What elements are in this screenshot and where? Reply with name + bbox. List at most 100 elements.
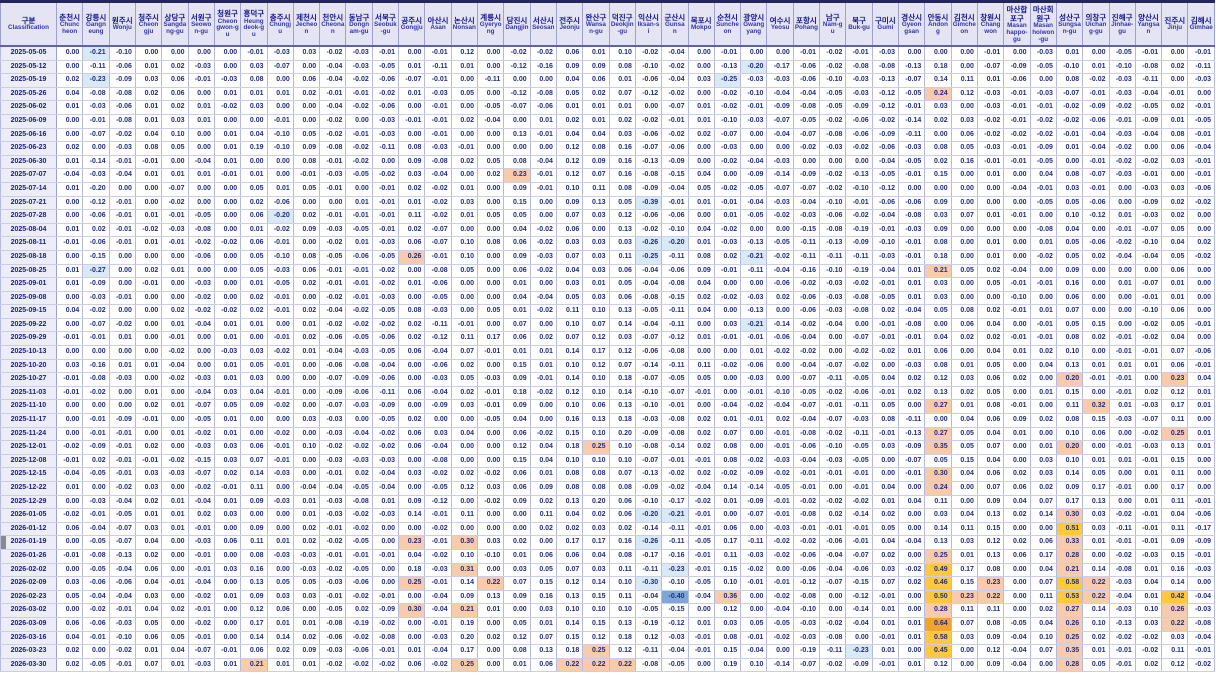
value-cell[interactable]: 0.02 [161, 100, 189, 115]
value-cell[interactable]: 0.04 [950, 508, 978, 523]
value-cell[interactable]: 0.06 [213, 535, 242, 550]
value-cell[interactable]: 0.10 [450, 249, 479, 265]
value-cell[interactable]: 0.16 [1055, 277, 1084, 292]
value-cell[interactable]: -0.04 [766, 263, 794, 279]
value-cell[interactable]: 0.03 [1161, 630, 1189, 646]
value-cell[interactable]: -0.04 [792, 413, 821, 428]
value-cell[interactable]: -0.04 [740, 644, 768, 659]
value-cell[interactable]: 0.05 [292, 181, 321, 197]
value-cell[interactable]: -0.03 [1029, 45, 1057, 61]
value-cell[interactable]: -0.06 [819, 535, 847, 550]
value-cell[interactable]: 0.00 [266, 562, 294, 578]
value-cell[interactable]: -0.01 [897, 168, 926, 183]
value-cell[interactable]: 0.16 [608, 154, 636, 170]
value-cell[interactable]: 0.00 [55, 209, 84, 224]
value-cell[interactable]: -0.01 [871, 426, 900, 442]
value-cell[interactable]: -0.04 [424, 589, 452, 605]
value-cell[interactable]: 0.02 [950, 385, 978, 401]
value-cell[interactable]: 0.15 [503, 358, 531, 374]
value-cell[interactable]: -0.01 [792, 521, 821, 537]
value-cell[interactable]: 0.15 [950, 453, 978, 469]
value-cell[interactable]: 0.02 [1161, 59, 1189, 75]
value-cell[interactable]: 0.13 [555, 589, 584, 605]
value-cell[interactable]: -0.08 [634, 290, 663, 306]
value-cell[interactable]: 0.04 [503, 222, 531, 238]
value-cell[interactable]: 0.46 [924, 576, 952, 591]
value-cell[interactable]: -0.08 [82, 372, 110, 387]
value-cell[interactable]: -0.01 [134, 453, 163, 469]
value-cell[interactable]: -0.04 [1187, 589, 1215, 605]
value-cell[interactable]: 0.05 [976, 358, 1005, 374]
value-cell[interactable]: -0.01 [371, 45, 400, 61]
value-cell[interactable]: 0.00 [740, 141, 768, 156]
value-cell[interactable]: -0.07 [792, 181, 821, 197]
value-cell[interactable]: -0.01 [1134, 290, 1163, 306]
value-cell[interactable]: -0.06 [424, 277, 452, 292]
value-cell[interactable]: 0.01 [134, 100, 163, 115]
value-cell[interactable]: -0.01 [740, 413, 768, 428]
value-cell[interactable]: 0.00 [266, 154, 294, 170]
value-cell[interactable]: -0.01 [424, 508, 452, 523]
value-cell[interactable]: -0.02 [740, 453, 768, 469]
value-cell[interactable]: 0.00 [924, 181, 952, 197]
value-cell[interactable]: 0.00 [529, 317, 557, 333]
value-cell[interactable]: -0.06 [634, 209, 663, 224]
value-cell[interactable]: 0.00 [529, 399, 557, 415]
value-cell[interactable]: 0.20 [582, 494, 610, 510]
value-cell[interactable]: 0.08 [503, 644, 531, 659]
value-cell[interactable]: 0.00 [450, 304, 479, 319]
value-cell[interactable]: 0.01 [976, 73, 1005, 88]
value-cell[interactable]: -0.04 [819, 317, 847, 333]
value-cell[interactable]: 0.10 [582, 372, 610, 387]
value-cell[interactable]: -0.01 [371, 222, 400, 238]
value-cell[interactable]: -0.10 [661, 576, 689, 591]
value-cell[interactable]: 0.00 [134, 45, 163, 61]
value-cell[interactable]: 0.00 [266, 481, 294, 496]
value-cell[interactable]: -0.01 [450, 141, 479, 156]
value-cell[interactable]: 0.04 [503, 290, 531, 306]
value-cell[interactable]: 0.00 [266, 413, 294, 428]
value-cell[interactable]: 0.18 [555, 644, 584, 659]
value-cell[interactable]: 0.09 [450, 589, 479, 605]
value-cell[interactable]: 0.00 [108, 263, 136, 279]
value-cell[interactable]: -0.14 [766, 317, 794, 333]
value-cell[interactable]: 0.02 [398, 331, 426, 347]
value-cell[interactable]: -0.01 [161, 236, 189, 251]
value-cell[interactable]: 0.00 [740, 589, 768, 605]
value-cell[interactable]: -0.01 [371, 589, 400, 605]
value-cell[interactable]: 0.00 [134, 345, 163, 360]
value-cell[interactable]: -0.11 [661, 358, 689, 374]
value-cell[interactable]: 0.08 [582, 141, 610, 156]
value-cell[interactable]: 0.03 [1029, 467, 1057, 482]
value-cell[interactable]: 0.01 [950, 399, 978, 415]
value-cell[interactable]: 0.00 [319, 195, 347, 211]
value-cell[interactable]: 0.14 [1161, 576, 1189, 591]
value-cell[interactable]: -0.10 [819, 73, 847, 88]
value-cell[interactable]: 0.01 [292, 508, 321, 523]
value-cell[interactable]: 0.00 [476, 358, 505, 374]
value-cell[interactable]: 0.11 [1161, 644, 1189, 659]
value-cell[interactable]: 0.01 [582, 277, 610, 292]
value-cell[interactable]: 0.00 [398, 263, 426, 279]
value-cell[interactable]: 0.02 [292, 86, 321, 102]
value-cell[interactable]: -0.03 [371, 290, 400, 306]
value-cell[interactable]: -0.03 [1134, 209, 1163, 224]
value-cell[interactable]: 0.00 [55, 494, 84, 510]
value-cell[interactable]: 0.00 [950, 168, 978, 183]
value-cell[interactable]: -0.14 [740, 481, 768, 496]
value-cell[interactable]: -0.05 [319, 603, 347, 618]
value-cell[interactable]: -0.10 [108, 630, 136, 646]
value-cell[interactable]: 0.15 [529, 576, 557, 591]
value-cell[interactable]: 0.17 [582, 535, 610, 550]
value-cell[interactable]: -0.01 [1134, 535, 1163, 550]
value-cell[interactable]: 0.00 [1108, 181, 1136, 197]
value-cell[interactable]: -0.02 [345, 317, 373, 333]
value-cell[interactable]: 0.17 [240, 616, 268, 632]
value-cell[interactable]: -0.03 [161, 467, 189, 482]
value-cell[interactable]: 0.06 [398, 426, 426, 442]
value-cell[interactable]: -0.11 [661, 535, 689, 550]
value-cell[interactable]: 0.06 [266, 603, 294, 618]
value-cell[interactable]: 0.00 [292, 385, 321, 401]
value-cell[interactable]: 0.00 [134, 249, 163, 265]
value-cell[interactable]: -0.02 [792, 277, 821, 292]
